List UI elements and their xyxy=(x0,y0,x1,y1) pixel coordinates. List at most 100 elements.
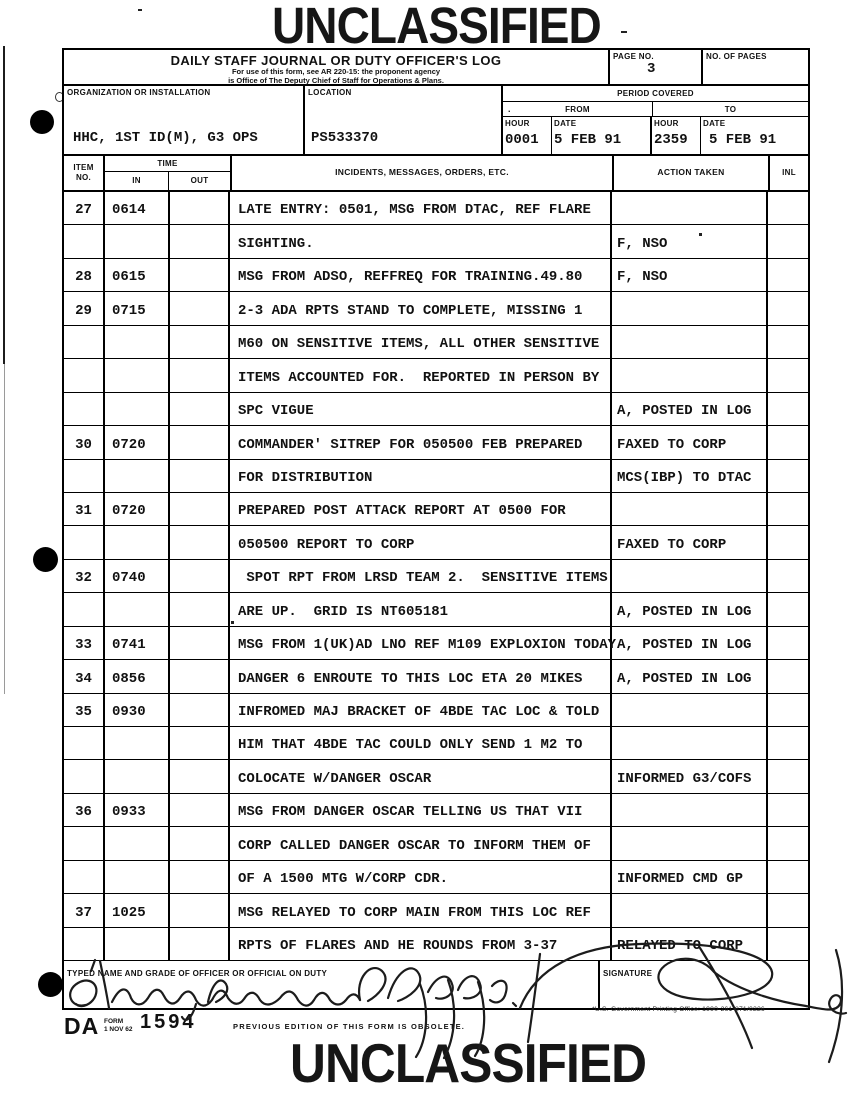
log-table-row: HIM THAT 4BDE TAC COULD ONLY SEND 1 M2 T… xyxy=(64,727,808,761)
time-label: TIME xyxy=(105,156,230,172)
cell-incident-text: PREPARED POST ATTACK REPORT AT 0500 FOR xyxy=(230,492,612,526)
cell-item-no: 37 xyxy=(64,894,105,927)
cell-time-out xyxy=(170,192,230,225)
cell-incident-text: ARE UP. GRID IS NT605181 xyxy=(230,593,612,626)
cell-time-in xyxy=(105,526,170,559)
cell-incident-text: SPOT RPT FROM LRSD TEAM 2. SENSITIVE ITE… xyxy=(230,559,612,593)
cell-item-no xyxy=(64,727,105,760)
cell-incident-text: RPTS OF FLARES AND HE ROUNDS FROM 3-37 xyxy=(230,927,612,961)
cell-inl xyxy=(768,493,808,525)
cell-incident-text: CORP CALLED DANGER OSCAR TO INFORM THEM … xyxy=(230,827,612,860)
cell-action-taken: FAXED TO CORP xyxy=(612,526,768,559)
cell-inl xyxy=(768,192,808,224)
cell-action-taken xyxy=(612,492,768,526)
cell-action-taken xyxy=(612,192,768,225)
cell-inl xyxy=(768,894,808,926)
period-covered-cell: PERIOD COVERED . FROM TO HOUR 0001 DATE 5… xyxy=(503,86,808,154)
hour-label: HOUR xyxy=(505,119,530,128)
stray-mark xyxy=(138,9,142,11)
column-header-out: OUT xyxy=(190,176,209,186)
hour-label: HOUR xyxy=(654,119,679,128)
date-label: DATE xyxy=(703,119,726,128)
from-cell: . FROM xyxy=(503,102,653,116)
cell-time-in: 0740 xyxy=(105,559,170,593)
from-label: FROM xyxy=(565,105,590,114)
item-label-line1: ITEM xyxy=(73,162,94,172)
page-no-cell: PAGE NO. 3 xyxy=(610,50,703,84)
form-edition: FORM 1 NOV 62 xyxy=(104,1018,133,1034)
form-designator: DA xyxy=(64,1013,100,1039)
cell-time-in: 0930 xyxy=(105,693,170,726)
cell-time-in: 1025 xyxy=(105,894,170,927)
log-table-row: 30 0720 COMMANDER' SITREP FOR 050500 FEB P… xyxy=(64,426,808,460)
cell-incident-text: COLOCATE W/DANGER OSCAR xyxy=(230,760,612,793)
cell-time-out xyxy=(170,258,230,292)
column-header-incidents: INCIDENTS, MESSAGES, ORDERS, ETC. xyxy=(232,156,614,190)
cell-item-no: 35 xyxy=(64,693,105,726)
cell-incident-text: MSG FROM DANGER OSCAR TELLING US THAT VI… xyxy=(230,793,612,827)
unclassified-stamp-bottom: UNCLASSIFIED xyxy=(290,1033,647,1095)
cell-time-out xyxy=(170,225,230,258)
cell-inl xyxy=(768,259,808,291)
cell-time-in xyxy=(105,860,170,894)
organization-cell: ORGANIZATION OR INSTALLATION HHC, 1ST ID… xyxy=(64,86,305,154)
cell-action-taken xyxy=(612,693,768,726)
log-table-body: 27 0614 LATE ENTRY: 0501, MSG FROM DTAC, R… xyxy=(64,192,808,961)
cell-time-in xyxy=(105,225,170,258)
cell-time-in: 0615 xyxy=(105,258,170,292)
cell-time-out xyxy=(170,927,230,961)
cell-inl xyxy=(768,928,808,960)
cell-item-no xyxy=(64,225,105,258)
form-subtitle-line2: is Office of The Deputy Chief of Staff f… xyxy=(228,75,444,85)
cell-incident-text: 2-3 ADA RPTS STAND TO COMPLETE, MISSING … xyxy=(230,292,612,325)
cell-action-taken xyxy=(612,894,768,927)
cell-inl xyxy=(768,760,808,792)
cell-action-taken: F, NSO xyxy=(612,258,768,292)
cell-time-out xyxy=(170,593,230,626)
cell-item-no: 34 xyxy=(64,660,105,693)
from-to-row: . FROM TO xyxy=(503,102,808,117)
cell-incident-text: COMMANDER' SITREP FOR 050500 FEB PREPARE… xyxy=(230,426,612,459)
unclassified-stamp-top: UNCLASSIFIED xyxy=(272,0,602,55)
cell-time-out xyxy=(170,426,230,459)
log-table-row: COLOCATE W/DANGER OSCAR INFORMED G3/COFS xyxy=(64,760,808,794)
cell-time-in: 0614 xyxy=(105,192,170,225)
cell-incident-text: MSG RELAYED TO CORP MAIN FROM THIS LOC R… xyxy=(230,894,612,927)
cell-inl xyxy=(768,460,808,492)
cell-time-out xyxy=(170,626,230,660)
cell-action-taken xyxy=(612,292,768,325)
cell-incident-text: SIGHTING. xyxy=(230,225,612,258)
cell-item-no: 29 xyxy=(64,292,105,325)
cell-action-taken xyxy=(612,559,768,593)
cell-inl xyxy=(768,627,808,659)
log-table-row: 34 0856 DANGER 6 ENROUTE TO THIS LOC ETA 2… xyxy=(64,660,808,694)
form-title-block: DAILY STAFF JOURNAL OR DUTY OFFICER'S LO… xyxy=(64,50,610,84)
cell-inl xyxy=(768,526,808,558)
cell-item-no: 36 xyxy=(64,793,105,827)
cell-incident-text: ITEMS ACCOUNTED FOR. REPORTED IN PERSON … xyxy=(230,359,612,392)
cell-time-in xyxy=(105,392,170,426)
log-table-row: OF A 1500 MTG W/CORP CDR. INFORMED CMD GP xyxy=(64,860,808,895)
cell-time-in: 0720 xyxy=(105,492,170,526)
log-table-row: 37 1025 MSG RELAYED TO CORP MAIN FROM THIS… xyxy=(64,894,808,928)
cell-time-out xyxy=(170,292,230,325)
cell-time-in xyxy=(105,827,170,860)
cell-item-no: 28 xyxy=(64,258,105,292)
log-table-row: ARE UP. GRID IS NT605181 A, POSTED IN LOG xyxy=(64,593,808,627)
location-cell: LOCATION PS533370 xyxy=(305,86,503,154)
cell-action-taken: INFORMED G3/COFS xyxy=(612,760,768,793)
cell-time-in: 0741 xyxy=(105,626,170,660)
to-label: TO xyxy=(724,105,737,114)
hour-date-row: HOUR 0001 DATE 5 FEB 91 HOUR 2359 DATE 5… xyxy=(503,117,808,154)
cell-inl xyxy=(768,694,808,726)
stray-mark xyxy=(621,31,627,33)
period-covered-label: PERIOD COVERED xyxy=(503,86,808,102)
log-table-row: ITEMS ACCOUNTED FOR. REPORTED IN PERSON … xyxy=(64,359,808,393)
column-header-item-no: ITEM NO. xyxy=(64,156,105,190)
signature-row: TYPED NAME AND GRADE OF OFFICER OR OFFIC… xyxy=(64,960,808,1008)
cell-action-taken xyxy=(612,325,768,359)
date-label: DATE xyxy=(554,119,577,128)
typed-name-cell: TYPED NAME AND GRADE OF OFFICER OR OFFIC… xyxy=(64,961,600,1008)
cell-inl xyxy=(768,861,808,893)
cell-item-no: 32 xyxy=(64,559,105,593)
